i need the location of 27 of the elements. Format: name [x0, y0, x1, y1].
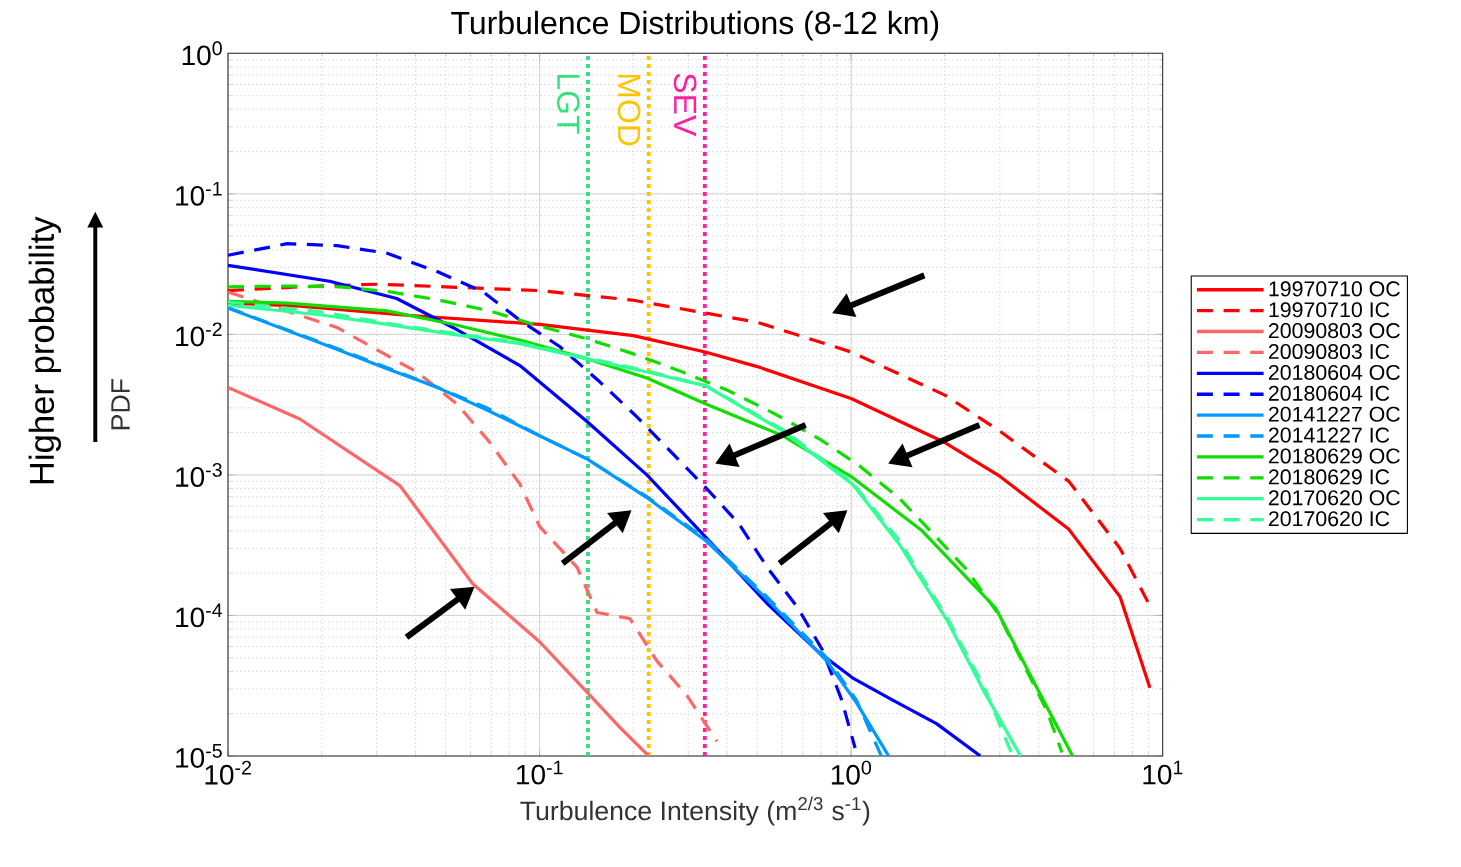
legend-label: 20180604 IC	[1268, 385, 1390, 401]
legend-label: 20141227 OC	[1268, 406, 1400, 422]
text: Higher probability	[28, 216, 61, 484]
legend-label: 20180604 OC	[1268, 364, 1400, 380]
legend-label: 20090803 OC	[1268, 323, 1400, 339]
y-tick-label: 10$^{-3}$	[176, 462, 222, 487]
y-tick-label: 10$^{-1}$	[176, 181, 222, 206]
legend-label: 19970710 OC	[1269, 281, 1400, 297]
legend-label: 19970710 IC	[1269, 302, 1390, 318]
x-tick-label: 10$^{0}$	[831, 760, 872, 785]
y-tick-label: 10$^{-2}$	[176, 322, 222, 347]
ref-line-label: LGT	[557, 74, 580, 134]
legend-label: 20170620 OC	[1268, 490, 1400, 506]
legend-label: 20170620 IC	[1268, 511, 1390, 527]
legend-label: 20180629 IC	[1268, 469, 1390, 485]
x-tick-label: 10$^{-1}$	[517, 760, 563, 785]
y-axis-title: PDF	[111, 379, 130, 430]
x-tick-label: 10$^{1}$	[1143, 760, 1183, 785]
ref-line-label: SEV	[673, 73, 697, 137]
legend-label: 20180629 OC	[1268, 448, 1400, 464]
legend-label: 20090803 IC	[1268, 343, 1390, 360]
y-tick-label: 10$^{0}$	[182, 41, 222, 66]
x-axis-title: Turbulence Intensity (m$^{2/3}$ s$^{-1}$)	[520, 796, 870, 826]
ref-line-label: MOD	[617, 74, 641, 146]
legend-label: 20141227 IC	[1268, 427, 1390, 443]
chart-title: Turbulence Distributions (8-12 km)	[451, 10, 939, 41]
y-tick-label: 10$^{-4}$	[176, 603, 223, 628]
